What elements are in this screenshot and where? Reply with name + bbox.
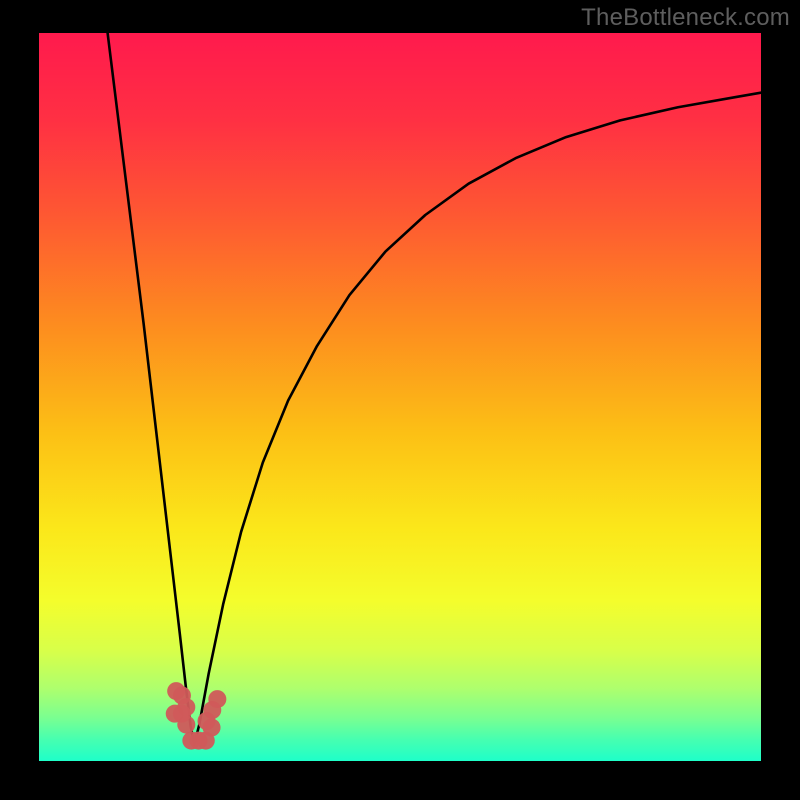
watermark-text: TheBottleneck.com — [581, 4, 790, 32]
plot-area — [39, 33, 761, 761]
valley-marker — [166, 682, 227, 750]
curve-layer — [39, 33, 761, 761]
chart-canvas: TheBottleneck.com — [0, 0, 800, 800]
bottleneck-curve — [108, 33, 761, 745]
